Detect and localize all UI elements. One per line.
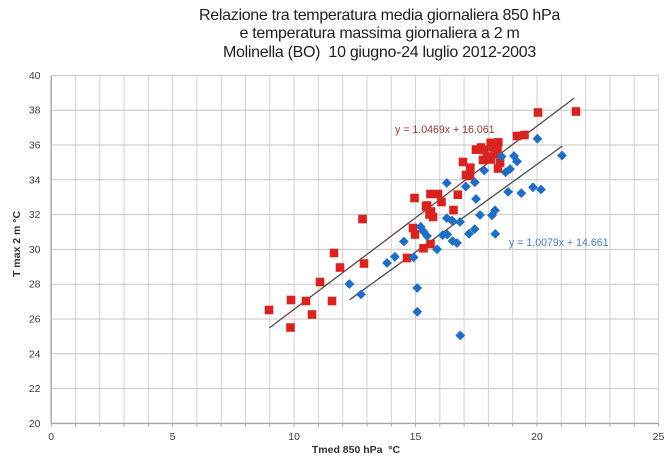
svg-text:32: 32	[29, 209, 41, 221]
svg-text:34: 34	[29, 174, 41, 186]
svg-text:24: 24	[29, 348, 41, 360]
svg-text:10: 10	[288, 431, 300, 443]
svg-text:y = 1.0079x + 14.661: y = 1.0079x + 14.661	[509, 237, 609, 249]
svg-text:38: 38	[29, 105, 41, 117]
svg-text:25: 25	[653, 431, 665, 443]
svg-text:40: 40	[29, 70, 41, 82]
svg-text:5: 5	[170, 431, 176, 443]
svg-text:22: 22	[29, 383, 41, 395]
svg-text:26: 26	[29, 314, 41, 326]
svg-text:28: 28	[29, 279, 41, 291]
svg-text:Tmed 850 hPa °C: Tmed 850 hPa °C	[312, 444, 401, 456]
svg-text:20: 20	[29, 418, 41, 430]
svg-text:20: 20	[531, 431, 543, 443]
svg-text:36: 36	[29, 140, 41, 152]
svg-text:T max 2 m °C: T max 2 m °C	[11, 211, 23, 277]
svg-text:30: 30	[29, 244, 41, 256]
svg-text:0: 0	[48, 431, 54, 443]
svg-text:15: 15	[410, 431, 422, 443]
svg-text:y = 1.0469x + 16.061: y = 1.0469x + 16.061	[395, 124, 495, 136]
